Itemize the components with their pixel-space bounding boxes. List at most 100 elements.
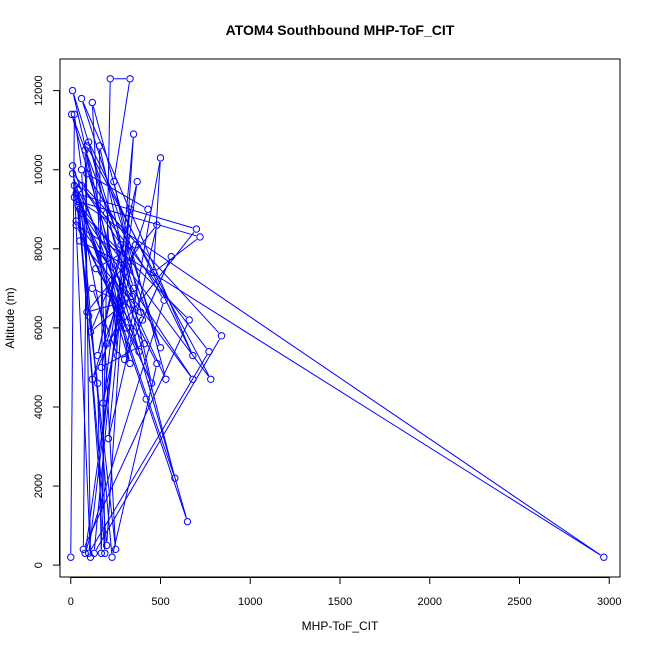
data-point xyxy=(126,205,134,213)
data-point xyxy=(92,264,100,273)
data-point xyxy=(120,355,129,364)
data-point xyxy=(153,359,161,368)
x-axis-label: MHP-ToF_CIT xyxy=(302,619,379,633)
data-point xyxy=(111,300,120,308)
data-point xyxy=(129,284,138,293)
data-point xyxy=(205,347,213,356)
series-line-segment xyxy=(101,268,125,364)
data-point xyxy=(72,189,80,198)
data-point xyxy=(196,233,204,241)
data-point xyxy=(102,340,111,348)
data-point xyxy=(140,340,149,348)
data-point xyxy=(207,375,215,383)
series-line-segment xyxy=(78,204,146,396)
data-point xyxy=(160,296,168,304)
data-point xyxy=(120,260,129,269)
series-line-segment xyxy=(93,298,130,330)
chart-title: ATOM4 Southbound MHP-ToF_CIT xyxy=(226,22,455,38)
y-tick-label: 2000 xyxy=(33,474,45,498)
data-point xyxy=(129,130,138,138)
series-line-segment xyxy=(95,289,138,311)
y-axis-label: Altitude (m) xyxy=(3,287,17,348)
series-points xyxy=(67,75,608,561)
series-line-segment xyxy=(97,387,102,550)
series-line-segment xyxy=(106,217,118,352)
series-line-segment xyxy=(93,291,117,352)
series-line-segment xyxy=(108,231,195,341)
data-point xyxy=(77,166,86,174)
data-point xyxy=(76,237,84,245)
series-line-segment xyxy=(90,304,112,312)
x-axis: 0 500 1000 1500 2000 2500 3000 xyxy=(68,577,621,608)
series-line-segment xyxy=(81,212,192,377)
data-point xyxy=(102,541,111,550)
data-point xyxy=(93,379,102,387)
data-point xyxy=(167,253,175,261)
data-point xyxy=(101,549,109,557)
data-point xyxy=(90,549,98,557)
data-point xyxy=(97,549,105,557)
data-point xyxy=(70,193,79,202)
data-point xyxy=(86,328,95,336)
series-line-segment xyxy=(88,213,131,550)
data-point xyxy=(83,142,91,150)
series-line-segment xyxy=(77,193,106,550)
series-line-segment xyxy=(104,345,142,366)
series-line-segment xyxy=(98,248,121,352)
data-point xyxy=(117,241,125,249)
y-axis: 0 2000 4000 6000 8000 10000 12000 xyxy=(33,75,60,568)
data-point xyxy=(72,221,80,229)
data-point xyxy=(85,549,93,557)
series-line-segment xyxy=(108,228,157,435)
data-point xyxy=(104,434,113,443)
data-point xyxy=(171,474,179,482)
series-line-segment xyxy=(90,175,145,208)
series-line-segment xyxy=(82,149,88,546)
series-lines xyxy=(70,78,601,556)
series-line-segment xyxy=(84,323,189,546)
x-tick-label: 1000 xyxy=(238,596,262,608)
series-line-segment xyxy=(77,209,107,542)
data-point xyxy=(83,308,91,316)
data-point xyxy=(67,110,76,119)
data-point xyxy=(153,221,161,229)
series-line-segment xyxy=(113,82,130,178)
series-line-segment xyxy=(91,283,111,329)
data-point xyxy=(68,86,77,95)
data-point xyxy=(156,343,165,352)
data-point xyxy=(108,553,116,561)
data-point xyxy=(156,154,165,162)
x-tick-label: 0 xyxy=(68,596,74,608)
series-line-segment xyxy=(146,402,187,519)
data-point xyxy=(217,332,226,340)
series-line-segment xyxy=(103,308,116,400)
y-tick-label: 12000 xyxy=(33,75,45,106)
data-point xyxy=(81,146,89,154)
data-point xyxy=(131,241,140,249)
data-point xyxy=(99,399,107,407)
data-point xyxy=(128,292,136,300)
data-point xyxy=(192,225,201,233)
data-point xyxy=(135,347,143,356)
series-line-segment xyxy=(98,185,137,352)
data-point xyxy=(185,316,193,324)
data-point xyxy=(189,375,197,383)
data-point xyxy=(138,316,147,324)
data-point xyxy=(189,351,197,360)
y-tick-label: 6000 xyxy=(33,316,45,340)
data-point xyxy=(68,169,77,178)
data-point xyxy=(93,351,102,360)
y-tick-label: 10000 xyxy=(33,154,45,185)
series-line-segment xyxy=(90,354,208,551)
series-line-segment xyxy=(80,213,107,340)
series-line-segment xyxy=(74,176,220,334)
x-tick-label: 2000 xyxy=(418,596,442,608)
series-line-segment xyxy=(85,153,130,360)
data-point xyxy=(122,324,131,332)
data-point xyxy=(83,169,91,178)
series-line-segment xyxy=(79,194,193,229)
y-tick-label: 0 xyxy=(33,562,45,568)
data-point xyxy=(149,268,158,277)
data-point xyxy=(126,359,134,368)
